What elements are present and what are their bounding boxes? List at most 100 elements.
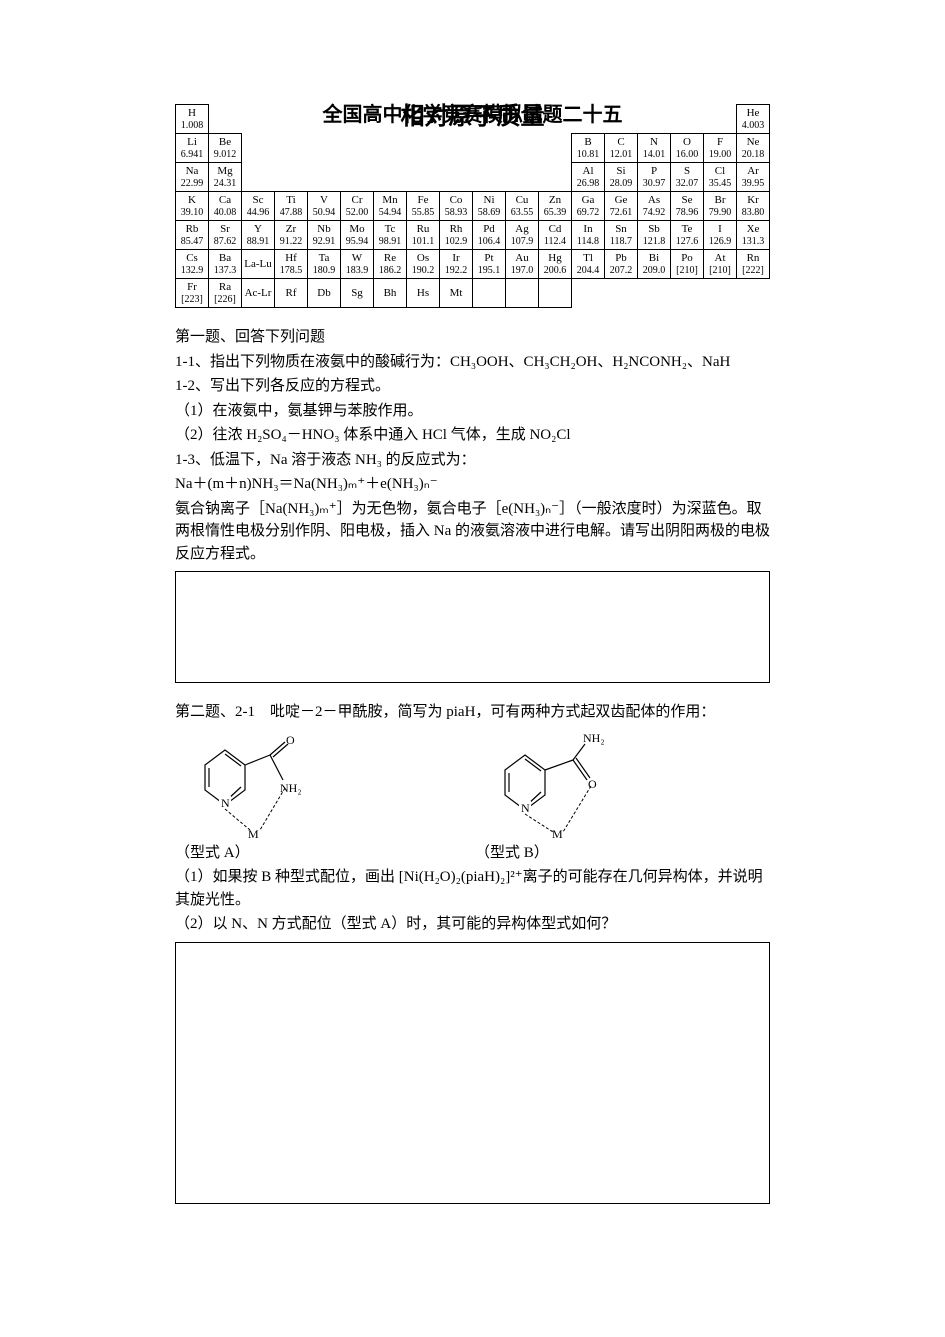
element-mass: 4.003: [737, 120, 769, 131]
svg-text:O: O: [286, 733, 295, 747]
element-symbol: Li: [176, 136, 208, 148]
element-cell: Tc98.91: [374, 221, 407, 250]
periodic-gap: 相对原子质量: [209, 105, 737, 134]
element-symbol: Xe: [737, 223, 769, 235]
periodic-gap: [242, 163, 572, 192]
element-symbol: Sg: [341, 287, 373, 299]
element-symbol: Zn: [539, 194, 571, 206]
element-cell: Cr52.00: [341, 192, 374, 221]
element-symbol: Rh: [440, 223, 472, 235]
element-mass: 52.00: [341, 207, 373, 218]
q1-1: 1-1、指出下列物质在液氨中的酸碱行为：CH₃OOH、CH₃CH₂OH、H₂NC…: [175, 351, 770, 374]
element-mass: 74.92: [638, 207, 670, 218]
element-mass: 92.91: [308, 236, 340, 247]
element-cell: Db: [308, 279, 341, 308]
element-cell: V50.94: [308, 192, 341, 221]
element-symbol: Ir: [440, 252, 472, 264]
element-mass: 69.72: [572, 207, 604, 218]
element-mass: 200.6: [539, 265, 571, 276]
element-symbol: Mg: [209, 165, 241, 177]
element-symbol: Ca: [209, 194, 241, 206]
element-symbol: Na: [176, 165, 208, 177]
element-mass: 79.90: [704, 207, 736, 218]
element-mass: 47.88: [275, 207, 307, 218]
element-mass: 88.91: [242, 236, 274, 247]
element-mass: 19.00: [704, 149, 736, 160]
element-mass: 32.07: [671, 178, 703, 189]
element-symbol: Sr: [209, 223, 241, 235]
element-mass: 192.2: [440, 265, 472, 276]
element-cell: Ra[226]: [209, 279, 242, 308]
q1-2: 1-2、写出下列各反应的方程式。: [175, 375, 770, 398]
element-mass: [222]: [737, 265, 769, 276]
element-mass: 101.1: [407, 236, 439, 247]
periodic-gap: [242, 134, 572, 163]
element-cell: Pd106.4: [473, 221, 506, 250]
q1-3: 1-3、低温下，Na 溶于液态 NH₃ 的反应式为：: [175, 449, 770, 472]
element-cell: B10.81: [572, 134, 605, 163]
question-2: 第二题、2-1 吡啶－2－甲酰胺，简写为 piaH，可有两种方式起双齿配体的作用…: [175, 701, 770, 936]
answer-box-2: [175, 942, 770, 1204]
element-cell: Y88.91: [242, 221, 275, 250]
element-mass: [226]: [209, 294, 241, 305]
element-symbol: Sc: [242, 194, 274, 206]
element-symbol: Ga: [572, 194, 604, 206]
element-cell: Re186.2: [374, 250, 407, 279]
element-mass: 190.2: [407, 265, 439, 276]
element-symbol: He: [737, 107, 769, 119]
element-cell: Ar39.95: [737, 163, 770, 192]
element-symbol: Rn: [737, 252, 769, 264]
element-mass: 132.9: [176, 265, 208, 276]
element-mass: 9.012: [209, 149, 241, 160]
element-symbol: Kr: [737, 194, 769, 206]
element-symbol: I: [704, 223, 736, 235]
element-mass: 118.7: [605, 236, 637, 247]
element-symbol: V: [308, 194, 340, 206]
element-mass: 44.96: [242, 207, 274, 218]
element-symbol: O: [671, 136, 703, 148]
element-cell: Co58.93: [440, 192, 473, 221]
element-cell: Fr[223]: [176, 279, 209, 308]
element-mass: 65.39: [539, 207, 571, 218]
element-symbol: Co: [440, 194, 472, 206]
element-cell: Pt195.1: [473, 250, 506, 279]
element-mass: 107.9: [506, 236, 538, 247]
element-mass: 112.4: [539, 236, 571, 247]
element-cell: Na22.99: [176, 163, 209, 192]
element-symbol: Re: [374, 252, 406, 264]
element-symbol: Cl: [704, 165, 736, 177]
element-mass: 63.55: [506, 207, 538, 218]
element-mass: 95.94: [341, 236, 373, 247]
element-symbol: Bi: [638, 252, 670, 264]
element-cell: O16.00: [671, 134, 704, 163]
element-cell: Ba137.3: [209, 250, 242, 279]
element-mass: 126.9: [704, 236, 736, 247]
ligand-a-wrap: N O NH₂ M （型式 A）: [175, 730, 335, 865]
element-cell: Rh102.9: [440, 221, 473, 250]
element-mass: 40.08: [209, 207, 241, 218]
element-cell: Cs132.9: [176, 250, 209, 279]
element-symbol: Br: [704, 194, 736, 206]
element-mass: 54.94: [374, 207, 406, 218]
element-mass: 204.4: [572, 265, 604, 276]
element-cell: Al26.98: [572, 163, 605, 192]
element-symbol: Rf: [275, 287, 307, 299]
element-mass: 58.69: [473, 207, 505, 218]
element-cell: P30.97: [638, 163, 671, 192]
element-mass: 30.97: [638, 178, 670, 189]
element-symbol: Mn: [374, 194, 406, 206]
element-cell: Ag107.9: [506, 221, 539, 250]
element-cell: Li6.941: [176, 134, 209, 163]
element-symbol: Ra: [209, 281, 241, 293]
element-cell: Hf178.5: [275, 250, 308, 279]
element-cell: He4.003: [737, 105, 770, 134]
element-symbol: Mt: [440, 287, 472, 299]
element-symbol: Zr: [275, 223, 307, 235]
element-mass: [210]: [704, 265, 736, 276]
element-mass: [210]: [671, 265, 703, 276]
element-mass: 12.01: [605, 149, 637, 160]
element-mass: 98.91: [374, 236, 406, 247]
element-cell: Br79.90: [704, 192, 737, 221]
nh2-label: NH₂: [583, 731, 605, 745]
svg-text:O: O: [588, 777, 597, 791]
